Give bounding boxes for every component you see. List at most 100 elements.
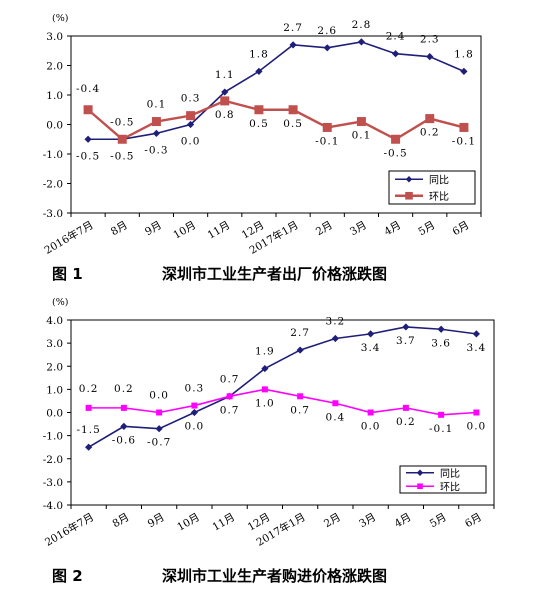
chart-1-y-tick-label: -2.0: [43, 179, 63, 191]
chart-2-x-tick-label: 8月: [110, 511, 131, 530]
chart-2-series-2-point: [297, 393, 304, 400]
chart-2-series-1-point: [331, 334, 339, 343]
chart-2-series-1-data-label: 0.0: [185, 421, 205, 433]
chart-1-series-1-point: [289, 41, 297, 49]
chart-1-caption: 图 1 深圳市工业生产者出厂价格涨跌图: [52, 263, 387, 284]
chart-2-series-2-data-label: 0.7: [220, 404, 240, 416]
chart-1-x-tick-label: 11月: [206, 219, 233, 241]
chart-1-unit-label: (%): [52, 13, 68, 24]
chart-2-series-1-data-label: 1.9: [255, 346, 275, 358]
chart-1-caption-number: 图 1: [52, 265, 83, 283]
chart-1-series-1-point: [221, 88, 229, 96]
chart-1-y-tick-label: -1.0: [43, 149, 63, 161]
chart-2-series-2-data-label: 0.0: [149, 390, 169, 402]
chart-2-series-2-data-label: 0.7: [290, 404, 310, 416]
chart-1-series-2-data-label: 0.1: [147, 99, 167, 111]
chart-1-caption-title: 深圳市工业生产者出厂价格涨跌图: [162, 265, 388, 283]
chart-2-series-1-point: [472, 330, 480, 338]
chart-2-legend-label: 环比: [440, 481, 460, 493]
chart-1-x-tick-label: 2016年7月: [42, 218, 96, 255]
chart-2-series-2-point: [402, 404, 409, 411]
chart-2-series-1-point: [261, 364, 269, 373]
chart-2-x-tick-label: 5月: [428, 511, 449, 530]
chart-1-legend-label: 同比: [429, 174, 449, 186]
chart-2-series-1-data-label: 3.2: [326, 316, 346, 328]
chart-2-series-1-point: [296, 346, 304, 354]
chart-2-series-2-point: [85, 404, 92, 411]
chart-1-series-2-point: [254, 105, 264, 115]
chart-2-y-tick-label: 3.0: [46, 338, 63, 350]
chart-1-series-2-point: [322, 122, 332, 132]
chart-1-x-tick-label: 6月: [451, 219, 472, 238]
chart-1-series-1-point: [426, 53, 434, 61]
chart-1-series-2-data-label: -0.5: [110, 116, 134, 128]
chart-2-legend-marker: [417, 483, 423, 490]
chart-1: (%) 3.0 2.0 1.0 0.0 -1.0 -2.0 -3.0 2016年7月 8月 9月 10…: [0, 0, 538, 255]
chart-2-series-2-data-label: 0.2: [79, 383, 99, 395]
chart-1-series-2-point: [83, 105, 93, 115]
chart-1-series-2-point: [425, 114, 435, 124]
chart-2-caption: 图 2 深圳市工业生产者购进价格涨跌图: [52, 565, 387, 586]
chart-1-legend-marker: [405, 191, 413, 200]
chart-2-legend-box: [399, 465, 487, 494]
chart-2-y-tick-label: -4.0: [43, 500, 63, 512]
chart-2-x-tick-label: 2016年7月: [43, 510, 97, 548]
chart-2-series-1-data-label: -0.6: [112, 434, 136, 446]
chart-1-series-2-data-label: -0.1: [452, 135, 476, 147]
chart-2-series-1-data-label: 3.6: [431, 337, 451, 349]
chart-2-series-2-point: [191, 402, 198, 409]
chart-2-y-tick-label: 1.0: [46, 384, 63, 396]
chart-1-series-1-point: [460, 67, 468, 75]
chart-2-series-1-data-label: 0.7: [220, 373, 240, 385]
chart-2-series-2-point: [226, 393, 233, 400]
chart-1-series-2-point: [356, 117, 366, 127]
chart-1-series-2-data-label: -0.4: [76, 83, 100, 95]
chart-1-series-1-data-label: 1.8: [454, 48, 474, 60]
chart-1-series-1-point: [186, 120, 195, 129]
chart-1-series-2-data-label: 0.1: [352, 130, 372, 142]
chart-2-x-tick-label: 9月: [146, 511, 167, 530]
chart-1-x-tick-label: 9月: [143, 219, 164, 238]
chart-2-x-tick-label: 2月: [322, 511, 343, 530]
chart-2-series-2-data-label: 0.2: [114, 383, 134, 395]
chart-1-series-1-data-label: 2.4: [386, 31, 406, 43]
chart-1-y-tick-label: 3.0: [46, 31, 63, 43]
chart-2-series-2-data-label: 0.3: [185, 383, 205, 395]
chart-2-series-2-point: [332, 400, 339, 407]
chart-2-series-2-data-label: -0.1: [429, 423, 453, 435]
chart-2-series-1-point: [120, 422, 128, 430]
chart-2-series-1-data-label: 3.4: [467, 342, 487, 354]
chart-2-series-2-data-label: 0.0: [467, 421, 487, 433]
chart-1-x-tick-label: 8月: [109, 219, 130, 238]
chart-1-y-tick-label: 2.0: [46, 61, 63, 73]
chart-1-series-2-data-label: 0.2: [420, 127, 440, 139]
chart-2-y-tick-label: -1.0: [43, 431, 63, 443]
chart-2-series-2-point: [261, 386, 268, 393]
chart-2-series-1-point: [402, 323, 410, 331]
chart-1-series-1-data-label: 2.8: [352, 19, 372, 31]
chart-2-series-2-point: [156, 409, 163, 416]
chart-2-series-1-data-label: 2.7: [290, 327, 310, 339]
chart-1-series-1-point: [255, 67, 263, 75]
chart-1-series-2-data-label: -0.5: [383, 147, 407, 159]
chart-2-legend-marker: [416, 469, 424, 476]
chart-1-series-1-data-label: 1.8: [249, 48, 269, 60]
chart-2-series-2-data-label: 0.4: [326, 411, 346, 423]
chart-1-legend-box: [388, 170, 476, 205]
chart-2-series-1-data-label: 3.4: [361, 342, 381, 354]
chart-1-y-tick-label: -3.0: [43, 208, 63, 220]
chart-2-series-2-data-label: 1.0: [255, 397, 275, 409]
chart-2-series-2-point: [438, 411, 445, 418]
chart-2-y-tick-label: 0.0: [46, 408, 63, 420]
chart-1-x-tick-label: 10月: [171, 219, 198, 241]
chart-1-series-1-data-label: -0.5: [110, 150, 134, 162]
chart-2-series-1-point: [190, 408, 198, 417]
chart-1-legend-marker: [405, 176, 413, 183]
chart-2-series-2-point: [120, 404, 127, 411]
chart-2-series-2-line: [88, 388, 477, 416]
chart-2-y-tick-label: 2.0: [46, 361, 63, 373]
chart-1-series-1-data-label: 1.1: [215, 69, 235, 81]
chart-2-series-1-data-label: -1.5: [77, 424, 101, 436]
chart-2-series-1-data-label: -0.7: [147, 437, 171, 449]
chart-1-series-1-data-label: -0.5: [76, 150, 100, 162]
